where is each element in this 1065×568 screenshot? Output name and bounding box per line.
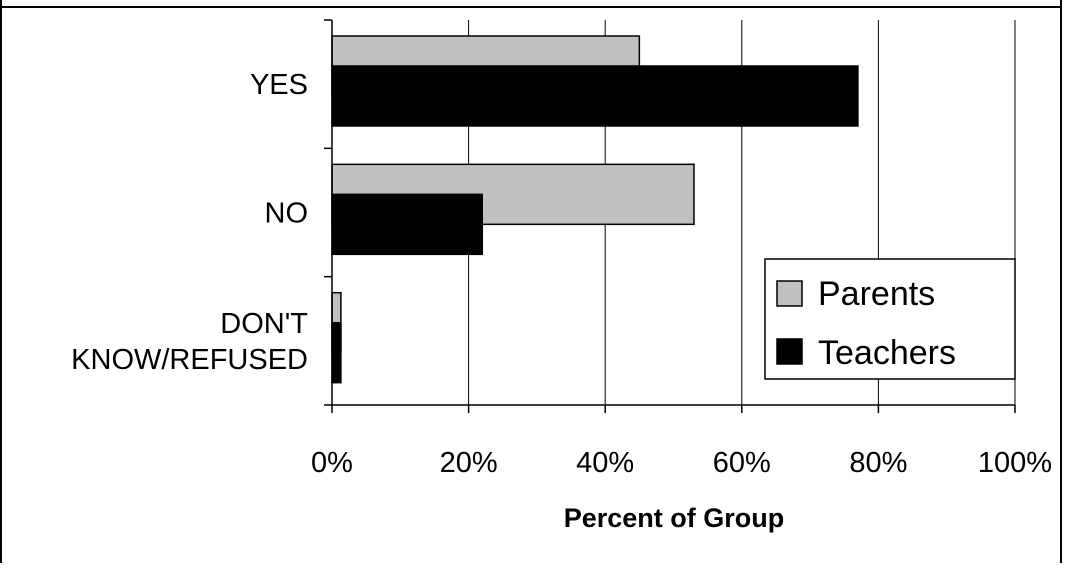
bars	[331, 35, 859, 384]
bar-teachers-0	[331, 65, 859, 127]
x-tick-labels: 0% 20% 40% 60% 80% 100%	[311, 447, 1052, 479]
x-tick-label: 100%	[978, 447, 1052, 479]
y-tick-labels: YES NO DON'T KNOW/REFUSED	[71, 69, 308, 376]
x-tick-label: 20%	[440, 447, 498, 479]
x-tick-label: 80%	[849, 447, 907, 479]
legend-swatch-parents	[776, 280, 803, 307]
legend-label-teachers: Teachers	[818, 334, 956, 372]
bar-teachers-1	[331, 193, 484, 256]
axes	[324, 19, 1016, 413]
title-band	[0, 0, 1062, 8]
x-tick-label: 40%	[576, 447, 634, 479]
y-tick-label: YES	[250, 69, 308, 101]
legend: Parents Teachers	[764, 258, 1016, 380]
y-tick-label: DON'T	[220, 308, 308, 340]
y-tick-label: KNOW/REFUSED	[71, 344, 308, 376]
x-tick-label: 0%	[311, 447, 353, 479]
y-tick-label: NO	[265, 198, 309, 230]
legend-box	[764, 258, 1016, 380]
legend-swatch-teachers	[776, 338, 803, 365]
x-axis-label: Percent of Group	[564, 503, 785, 533]
x-tick-label: 60%	[713, 447, 771, 479]
bar-teachers-2	[331, 321, 342, 384]
legend-label-parents: Parents	[818, 275, 935, 313]
